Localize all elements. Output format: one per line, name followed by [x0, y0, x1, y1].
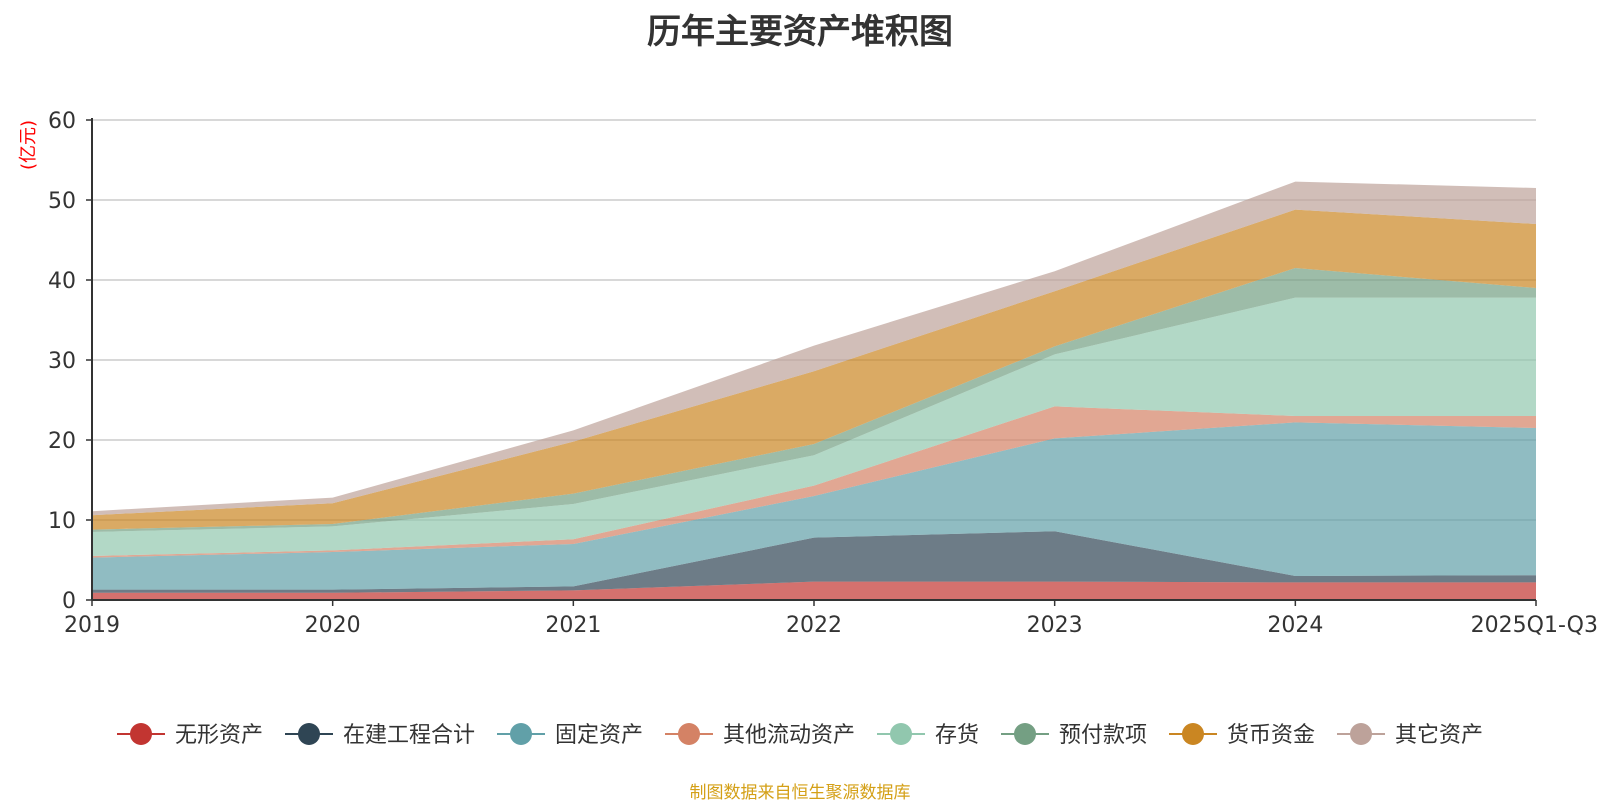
area-存货 — [92, 297, 1536, 556]
legend-item[interactable]: 无形资产 — [117, 723, 263, 748]
y-axis-label: (亿元) — [18, 120, 39, 170]
y-tick-label: 0 — [62, 589, 76, 614]
legend-item[interactable]: 固定资产 — [497, 723, 643, 748]
legend-circle-icon — [510, 723, 532, 745]
legend-circle-icon — [890, 723, 912, 745]
area-预付款项 — [92, 268, 1536, 532]
legend-circle-icon — [130, 723, 152, 745]
y-tick-label: 20 — [48, 429, 76, 454]
area-其它资产 — [92, 181, 1536, 516]
legend-item[interactable]: 货币资金 — [1169, 723, 1315, 748]
legend-item[interactable]: 其它资产 — [1337, 723, 1483, 748]
x-tick-label: 2023 — [1027, 613, 1083, 638]
y-tick-label: 30 — [48, 349, 76, 374]
legend-label: 其它资产 — [1395, 723, 1483, 748]
x-tick-label: 2022 — [786, 613, 842, 638]
legend-item[interactable]: 存货 — [877, 723, 979, 748]
legend-circle-icon — [1350, 723, 1372, 745]
source-note: 制图数据来自恒生聚源数据库 — [689, 783, 911, 803]
legend-label: 固定资产 — [555, 723, 643, 748]
y-tick-label: 60 — [48, 109, 76, 134]
x-tick-label: 2020 — [305, 613, 361, 638]
legend-circle-icon — [1014, 723, 1036, 745]
area-货币资金 — [92, 209, 1536, 530]
legend-circle-icon — [298, 723, 320, 745]
legend-label: 存货 — [935, 723, 979, 748]
legend: 无形资产 在建工程合计 固定资产 其他流动资产 存货 预付款项 货币资金 其它资产 — [117, 723, 1483, 748]
y-tick-label: 40 — [48, 269, 76, 294]
area-series — [92, 181, 1536, 600]
legend-label: 预付款项 — [1059, 723, 1147, 748]
x-tick-label: 2024 — [1267, 613, 1323, 638]
legend-item[interactable]: 预付款项 — [1001, 723, 1147, 748]
area-固定资产 — [92, 422, 1536, 590]
legend-label: 其他流动资产 — [723, 723, 855, 748]
area-在建工程合计 — [92, 531, 1536, 593]
legend-label: 在建工程合计 — [343, 723, 475, 748]
legend-circle-icon — [1182, 723, 1204, 745]
legend-item[interactable]: 在建工程合计 — [285, 723, 475, 748]
y-tick-label: 50 — [48, 189, 76, 214]
x-tick-label: 2025Q1-Q3 — [1471, 613, 1598, 638]
legend-label: 货币资金 — [1227, 723, 1315, 748]
area-其他流动资产 — [92, 406, 1536, 558]
axes: 0 10 20 30 40 50 60 2019 2020 2021 2022 2023 2024 202… — [48, 109, 1598, 638]
legend-circle-icon — [678, 723, 700, 745]
area-无形资产 — [92, 581, 1536, 600]
x-tick-label: 2019 — [64, 613, 120, 638]
legend-item[interactable]: 其他流动资产 — [665, 723, 855, 748]
chart-title: 历年主要资产堆积图 — [647, 12, 953, 52]
legend-label: 无形资产 — [175, 723, 263, 748]
x-tick-label: 2021 — [545, 613, 601, 638]
y-tick-label: 10 — [48, 509, 76, 534]
